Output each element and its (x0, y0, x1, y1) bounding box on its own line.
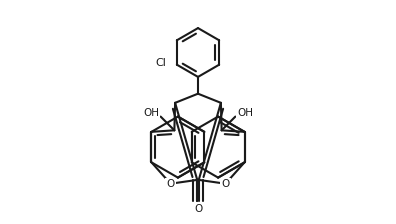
Text: OH: OH (237, 108, 253, 118)
Text: O: O (193, 204, 201, 214)
Text: Cl: Cl (155, 58, 166, 68)
Text: O: O (195, 204, 203, 214)
Text: O: O (221, 179, 230, 189)
Text: O: O (166, 179, 175, 189)
Text: OH: OH (143, 108, 159, 118)
